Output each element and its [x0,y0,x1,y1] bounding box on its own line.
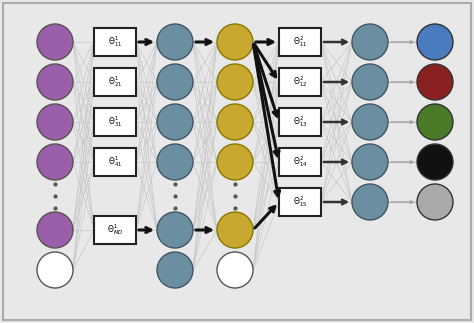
Circle shape [37,64,73,100]
Circle shape [157,64,193,100]
Circle shape [352,184,388,220]
FancyBboxPatch shape [94,68,136,96]
FancyBboxPatch shape [279,108,321,136]
Text: $\Theta_{13}^{2}$: $\Theta_{13}^{2}$ [293,115,307,130]
Text: $\Theta_{12}^{2}$: $\Theta_{12}^{2}$ [293,75,307,89]
Circle shape [37,144,73,180]
Circle shape [417,24,453,60]
FancyBboxPatch shape [94,108,136,136]
Circle shape [217,212,253,248]
Text: $\Theta_{15}^{2}$: $\Theta_{15}^{2}$ [293,194,307,209]
Circle shape [352,64,388,100]
Text: $\Theta_{31}^{1}$: $\Theta_{31}^{1}$ [108,115,122,130]
Circle shape [352,24,388,60]
FancyBboxPatch shape [279,68,321,96]
FancyBboxPatch shape [279,28,321,56]
Text: $\Theta_{41}^{1}$: $\Theta_{41}^{1}$ [108,154,122,170]
Circle shape [37,212,73,248]
Circle shape [157,212,193,248]
Circle shape [157,24,193,60]
Circle shape [217,252,253,288]
Circle shape [157,144,193,180]
Text: $\Theta_{21}^{1}$: $\Theta_{21}^{1}$ [108,75,122,89]
Circle shape [37,24,73,60]
Circle shape [417,64,453,100]
Circle shape [417,184,453,220]
Circle shape [417,104,453,140]
Circle shape [352,104,388,140]
Text: $\Theta_{MD}^{1}$: $\Theta_{MD}^{1}$ [107,223,123,237]
Text: $\Theta_{11}^{1}$: $\Theta_{11}^{1}$ [108,35,122,49]
FancyBboxPatch shape [94,216,136,244]
Text: $\Theta_{14}^{2}$: $\Theta_{14}^{2}$ [293,154,307,170]
FancyBboxPatch shape [94,148,136,176]
FancyBboxPatch shape [279,148,321,176]
Circle shape [157,252,193,288]
Circle shape [217,64,253,100]
Circle shape [217,144,253,180]
Circle shape [417,144,453,180]
Circle shape [217,24,253,60]
FancyBboxPatch shape [279,188,321,216]
Circle shape [37,252,73,288]
Circle shape [217,104,253,140]
Circle shape [37,104,73,140]
Circle shape [157,104,193,140]
Circle shape [352,144,388,180]
FancyBboxPatch shape [94,28,136,56]
Text: $\Theta_{11}^{2}$: $\Theta_{11}^{2}$ [293,35,307,49]
